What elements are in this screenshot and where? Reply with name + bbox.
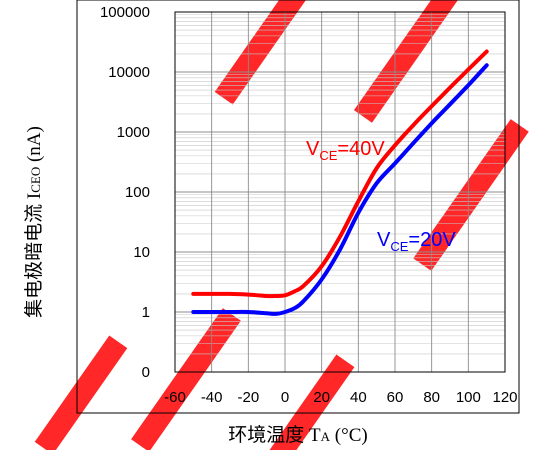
y-tick-label: 10 [133, 244, 150, 261]
series-layer [191, 49, 489, 316]
annotation-vce-40v-main: V [306, 138, 320, 160]
x-tick-label: 20 [313, 389, 330, 406]
x-axis-title-main: 环境温度 T [228, 424, 321, 446]
plot-frame [174, 11, 506, 373]
y-tick-label: 100000 [100, 4, 150, 21]
x-tick-label: 120 [492, 389, 517, 406]
x-axis-title-unit: (°C) [330, 425, 368, 446]
x-tick-label: -60 [164, 389, 186, 406]
annotation-vce-40v-sub: CE [319, 148, 337, 163]
y-tick-label: 1 [142, 304, 150, 321]
annotation-vce-20v: VCE=20V [377, 229, 456, 254]
series-line-vce-40v [191, 49, 489, 299]
x-tick-label: 40 [350, 389, 367, 406]
x-axis-title: 环境温度 TA (°C) [228, 424, 367, 446]
series-line-vce-20v [191, 63, 489, 316]
outer-frame [76, 0, 520, 414]
x-tick-label: 80 [423, 389, 440, 406]
annotation-vce-20v-rest: =20V [408, 229, 456, 251]
x-tick-label: 60 [387, 389, 404, 406]
y-axis-title-main: 集电极暗电流 I [23, 193, 45, 318]
x-tick-label: -20 [237, 389, 259, 406]
y-tick-labels: 0 1 10 100 1000 10000 100000 [100, 4, 150, 381]
y-tick-label: 10000 [108, 64, 150, 81]
x-tick-label: 0 [281, 389, 289, 406]
x-tick-label: -40 [201, 389, 223, 406]
y-tick-label: 1000 [117, 124, 150, 141]
x-tick-label: 100 [456, 389, 481, 406]
annotation-vce-40v-rest: =40V [337, 138, 385, 160]
minor-gridlines [175, 14, 505, 355]
y-tick-label: 100 [125, 184, 150, 201]
annotation-vce-20v-sub: CE [390, 239, 408, 254]
annotation-vce-20v-main: V [377, 229, 391, 251]
x-tick-labels: -60 -40 -20 0 20 40 60 80 100 120 [164, 389, 517, 406]
y-axis-title-sub: CEO [28, 167, 43, 193]
y-axis-title: 集电极暗电流 ICEO (nA) [23, 126, 45, 318]
annotation-vce-40v: VCE=40V [306, 138, 385, 163]
y-axis-title-unit: (nA) [24, 126, 45, 167]
y-tick-label: 0 [142, 364, 150, 381]
x-axis-title-sub: A [321, 429, 331, 444]
